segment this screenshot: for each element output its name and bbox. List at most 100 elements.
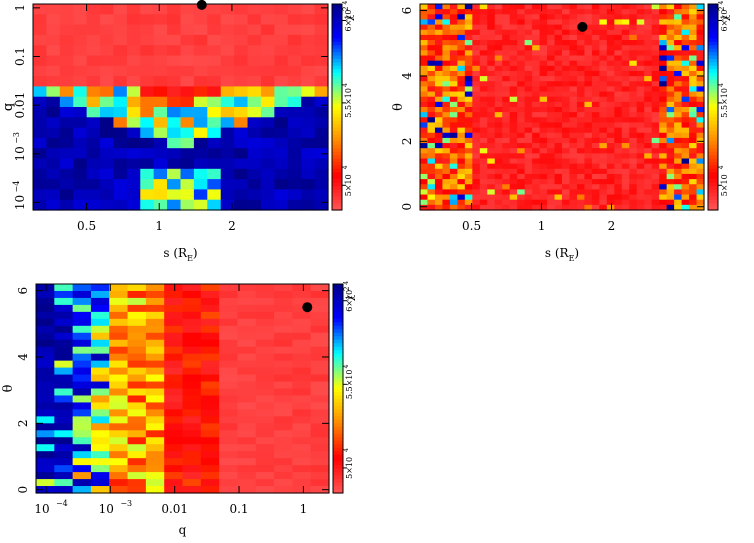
heatmap-cell	[247, 55, 262, 67]
colorbar-segment	[332, 165, 342, 170]
heatmap-cell	[479, 168, 488, 175]
heatmap-cell	[247, 86, 262, 98]
heatmap-cell	[200, 311, 220, 320]
heatmap-cell	[310, 297, 330, 306]
colorbar-segment	[708, 161, 718, 166]
heatmap-cell	[562, 204, 571, 211]
heatmap-cell	[576, 184, 586, 190]
colorbar-segment	[708, 165, 718, 170]
heatmap-cell	[584, 29, 593, 36]
heatmap-cell	[274, 318, 293, 327]
heatmap-cell	[674, 34, 683, 41]
heatmap-cell	[140, 117, 155, 129]
heatmap-cell	[689, 29, 698, 36]
heatmap-cell	[554, 199, 563, 206]
heatmap-cell	[621, 76, 630, 82]
heatmap-cell	[449, 122, 458, 129]
heatmap-cell	[301, 96, 316, 108]
heatmap-cell	[681, 55, 690, 62]
heatmap-cell	[509, 153, 518, 160]
heatmap-cell	[494, 81, 503, 87]
heatmap-cell	[539, 173, 548, 180]
heatmap-cell	[644, 40, 653, 46]
heatmap-cell	[90, 297, 110, 306]
heatmap-cell	[696, 96, 705, 103]
heatmap-cell	[464, 60, 473, 67]
heatmap-cell	[576, 194, 586, 201]
heatmap-cell	[427, 9, 436, 15]
heatmap-cell	[621, 189, 630, 196]
heatmap-cell	[644, 34, 653, 41]
heatmap-cell	[696, 45, 705, 51]
colorbar-segment	[333, 405, 343, 410]
heatmap-cell	[126, 24, 141, 36]
heatmap-cell	[247, 76, 262, 87]
heatmap-cell	[636, 55, 645, 62]
heatmap-cell	[666, 55, 675, 62]
heatmap-cell	[554, 163, 563, 170]
colorbar-tick-label-exp: 4	[718, 83, 725, 87]
heatmap-cell	[562, 4, 571, 10]
heatmap-cell	[113, 65, 128, 77]
heatmap-cell	[696, 163, 705, 170]
heatmap-cell	[164, 284, 184, 292]
heatmap-cell	[46, 148, 61, 160]
heatmap-cell	[287, 55, 302, 67]
heatmap-cell	[427, 50, 436, 57]
heatmap-cell	[674, 168, 683, 175]
heatmap-cell	[696, 199, 705, 206]
heatmap-cell	[109, 339, 129, 348]
heatmap-cell	[591, 122, 600, 129]
heatmap-cell	[140, 76, 155, 87]
heatmap-cell	[636, 96, 645, 103]
heatmap-cell	[90, 430, 110, 438]
heatmap-cell	[584, 81, 593, 87]
heatmap-cell	[502, 40, 511, 46]
heatmap-cell	[614, 101, 623, 108]
heatmap-cell	[644, 76, 653, 82]
heatmap-cell	[532, 173, 541, 180]
heatmap-cell	[659, 76, 668, 82]
heatmap-cell	[479, 45, 488, 51]
heatmap-cell	[72, 458, 92, 466]
heatmap-cell	[36, 374, 55, 383]
heatmap-cell	[517, 112, 526, 118]
heatmap-cell	[86, 158, 101, 170]
heatmap-cell	[427, 45, 436, 51]
heatmap-cell	[576, 81, 586, 87]
heatmap-cell	[487, 19, 496, 26]
heatmap-cell	[287, 189, 302, 201]
heatmap-cell	[73, 55, 88, 67]
heatmap-cell	[449, 143, 458, 149]
heatmap-cell	[487, 158, 496, 165]
heatmap-cell	[562, 29, 571, 36]
heatmap-cell	[562, 143, 571, 149]
heatmap-cell	[532, 112, 541, 118]
heatmap-cell	[90, 367, 110, 376]
heatmap-cell	[569, 184, 578, 190]
heatmap-cell	[696, 91, 705, 98]
heatmap-cell	[539, 184, 548, 190]
heatmap-cell	[219, 284, 239, 292]
heatmap-cell	[109, 409, 129, 417]
y-tick-label: 2	[16, 420, 30, 428]
heatmap-cell	[464, 163, 473, 170]
heatmap-cell	[145, 479, 165, 487]
heatmap-cell	[629, 91, 638, 98]
heatmap-cell	[494, 179, 503, 185]
heatmap-cell	[292, 360, 312, 369]
heatmap-cell	[200, 297, 220, 306]
heatmap-cell	[494, 4, 503, 10]
heatmap-cell	[591, 19, 600, 26]
best-fit-point	[577, 21, 588, 32]
heatmap-cell	[584, 9, 593, 15]
heatmap-cell	[59, 189, 74, 201]
heatmap-cell	[674, 189, 683, 196]
heatmap-cell	[255, 458, 275, 466]
heatmap-cell	[502, 158, 511, 165]
heatmap-cell	[614, 14, 623, 21]
heatmap-cell	[689, 189, 698, 196]
heatmap-cell	[72, 297, 92, 306]
heatmap-cell	[494, 153, 503, 160]
heatmap-cell	[479, 29, 488, 36]
